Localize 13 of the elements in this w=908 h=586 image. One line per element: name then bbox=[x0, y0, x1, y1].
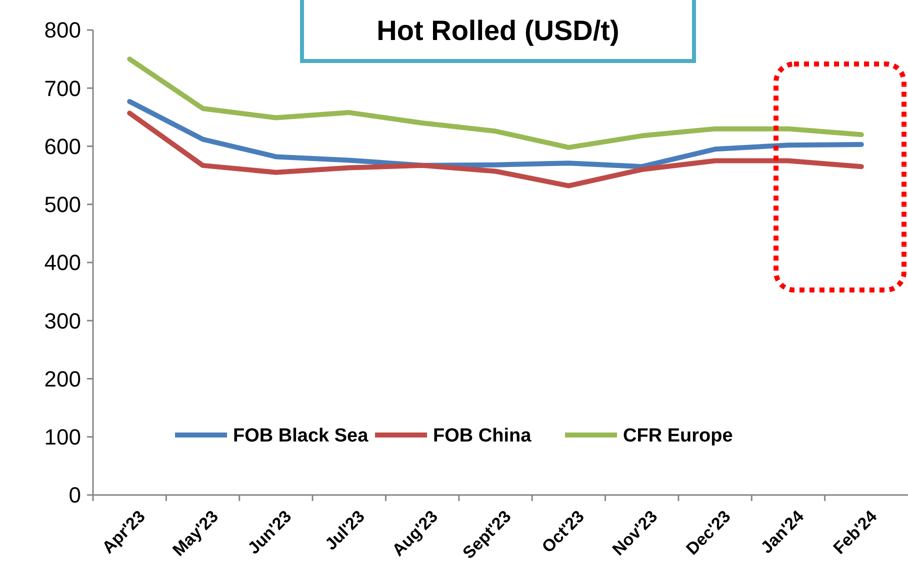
y-tick-label: 600 bbox=[44, 134, 81, 159]
chart-title: Hot Rolled (USD/t) bbox=[376, 14, 620, 46]
y-tick-label: 300 bbox=[44, 308, 81, 334]
y-tick-label: 500 bbox=[44, 192, 81, 218]
y-tick-label: 200 bbox=[44, 366, 81, 392]
y-tick-label: 800 bbox=[44, 18, 81, 43]
y-tick-label: 400 bbox=[44, 250, 81, 276]
y-tick-label: 0 bbox=[68, 482, 81, 508]
legend-label: FOB Black Sea bbox=[233, 426, 369, 447]
y-tick-label: 700 bbox=[44, 76, 81, 101]
y-tick-label: 100 bbox=[44, 424, 81, 450]
legend-label: CFR Europe bbox=[623, 426, 733, 447]
legend-label: FOB China bbox=[433, 426, 532, 447]
